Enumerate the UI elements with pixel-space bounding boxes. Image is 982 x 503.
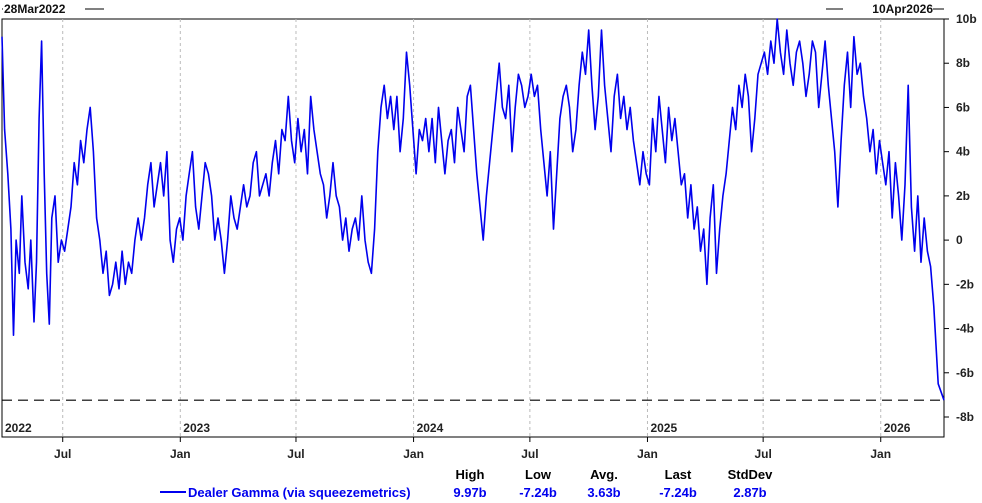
stat-value: 2.87b	[733, 485, 766, 500]
y-tick-label: -6b	[956, 366, 974, 380]
x-tick-label: Jan	[403, 447, 424, 461]
stat-header: Avg.	[590, 467, 618, 482]
y-tick-label: 2b	[956, 189, 970, 203]
legend-series-name: Dealer Gamma (via squeezemetrics)	[188, 485, 411, 500]
legend: Dealer Gamma (via squeezemetrics) High 9.…	[160, 467, 773, 500]
x-year-label: 2022	[5, 421, 32, 435]
x-tick-label: Jul	[287, 447, 304, 461]
x-tick-label: Jan	[637, 447, 658, 461]
y-tick-label: -2b	[956, 277, 974, 291]
x-year-label: 2025	[650, 421, 677, 435]
x-year-label: 2026	[884, 421, 911, 435]
start-date-bg	[3, 1, 85, 16]
y-tick-label: 0	[956, 233, 963, 247]
stat-header: StdDev	[728, 467, 774, 482]
stats-table: High 9.97b Low -7.24b Avg. 3.63b Last -7.24b Std…	[453, 467, 773, 500]
y-tick-label: 4b	[956, 145, 970, 159]
x-tick-label: Jul	[521, 447, 538, 461]
x-tick-label: Jan	[870, 447, 891, 461]
x-axis-ticks: Jul Jan Jul Jan Jul Jan Jul Jan 2022 2023 2024 2025…	[5, 421, 911, 461]
plot-area	[1, 18, 945, 438]
end-date-label: 10Apr2026	[872, 2, 933, 16]
end-date-bg	[843, 1, 933, 16]
stat-header: High	[456, 467, 485, 482]
stat-value: -7.24b	[519, 485, 557, 500]
y-axis-ticks: 10b 8b 6b 4b 2b 0 -2b -4b -6b -8b	[944, 12, 977, 424]
series-line-dealer-gamma	[1, 18, 945, 401]
x-tick-label: Jul	[754, 447, 771, 461]
y-tick-label: -4b	[956, 322, 974, 336]
stat-header: Low	[525, 467, 552, 482]
stat-value: 3.63b	[587, 485, 620, 500]
x-year-label: 2023	[183, 421, 210, 435]
x-tick-label: Jul	[54, 447, 71, 461]
x-year-label: 2024	[417, 421, 444, 435]
stat-value: 9.97b	[453, 485, 486, 500]
stat-value: -7.24b	[659, 485, 697, 500]
x-tick-label: Jan	[170, 447, 191, 461]
series-group	[1, 18, 945, 401]
y-tick-label: 6b	[956, 100, 970, 114]
start-date-label: 28Mar2022	[4, 2, 66, 16]
gridlines	[62, 19, 882, 437]
stat-header: Last	[665, 467, 692, 482]
y-tick-label: -8b	[956, 410, 974, 424]
y-tick-label: 10b	[956, 12, 977, 26]
y-tick-label: 8b	[956, 56, 970, 70]
